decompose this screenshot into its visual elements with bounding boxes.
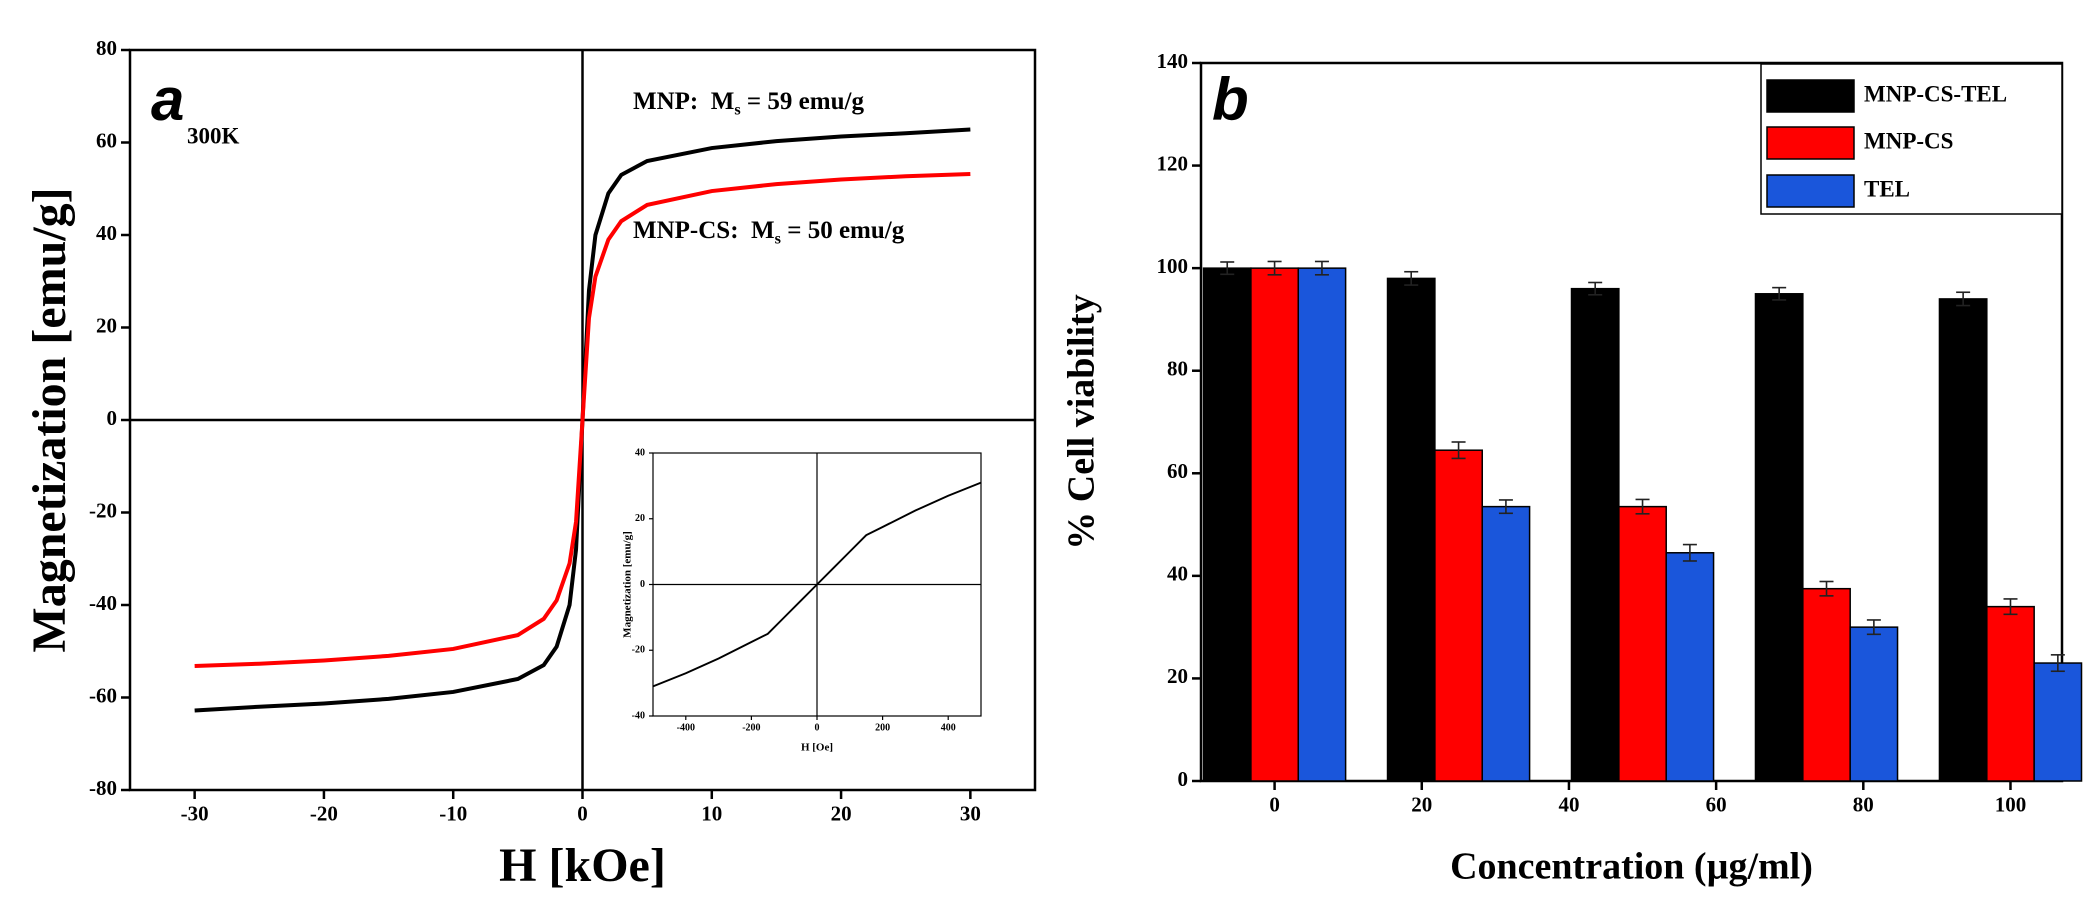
- bar: [1250, 267, 1300, 782]
- x-tick-label: -200: [742, 722, 760, 733]
- error-bar: [1588, 281, 1603, 296]
- y-tick-label: -20: [89, 498, 117, 522]
- panel-label: a: [151, 66, 184, 133]
- ms-label: MNP: Ms = 59 emu/g: [633, 88, 864, 119]
- y-tick-label: -20: [632, 645, 645, 656]
- x-tick-label: 10: [701, 802, 722, 826]
- error-bar: [1956, 291, 1971, 307]
- y-tick-label: 0: [1178, 767, 1189, 791]
- y-tick-label: 60: [1167, 459, 1188, 483]
- bar: [1481, 505, 1531, 782]
- error-bar: [1404, 270, 1419, 286]
- x-tick-label: 200: [875, 722, 890, 733]
- bar: [1570, 287, 1620, 782]
- error-bar: [1635, 498, 1650, 515]
- panel-label: b: [1212, 66, 1249, 133]
- y-tick-label: 20: [635, 513, 645, 524]
- legend-label: MNP-CS-TEL: [1864, 81, 2007, 106]
- x-tick-label: -20: [310, 802, 338, 826]
- x-tick-label: -400: [677, 722, 695, 733]
- y-tick-label: 120: [1157, 151, 1189, 175]
- bar: [1618, 505, 1667, 782]
- error-bar: [1498, 499, 1513, 515]
- x-tick-label: -10: [439, 802, 467, 826]
- error-bar: [2050, 654, 2065, 673]
- y-tick-label: 40: [635, 447, 645, 458]
- bar: [1754, 293, 1804, 782]
- bar: [1665, 552, 1715, 782]
- ms-label-part: MNP: M: [633, 88, 734, 115]
- error-bar: [1451, 441, 1466, 460]
- ms-label-part: s: [775, 229, 781, 247]
- error-bar: [1772, 286, 1787, 301]
- y-tick-label: 20: [96, 313, 117, 337]
- x-tick-label: 60: [1706, 793, 1727, 817]
- ms-label-part: = 59 emu/g: [741, 88, 865, 115]
- bar: [1434, 449, 1483, 782]
- y-axis-title: % Cell viability: [1061, 294, 1103, 549]
- y-tick-label: 20: [1167, 664, 1188, 688]
- legend-swatch: [1766, 126, 1855, 160]
- error-bar: [1267, 260, 1282, 276]
- ms-label-part: MNP-CS: M: [633, 217, 775, 244]
- error-bar: [1314, 260, 1329, 276]
- bar: [1986, 605, 2035, 782]
- y-tick-label: -80: [89, 776, 117, 800]
- y-tick-label: 0: [107, 406, 118, 430]
- x-tick-label: 40: [1558, 793, 1579, 817]
- x-tick-label: 20: [831, 802, 852, 826]
- legend-swatch: [1766, 174, 1855, 208]
- y-tick-label: -40: [632, 710, 645, 721]
- bar: [2033, 662, 2083, 782]
- legend-swatch: [1766, 79, 1855, 113]
- error-bar: [1866, 619, 1881, 636]
- x-tick-label: 0: [1269, 793, 1280, 817]
- y-axis-title: Magnetization [emu/g]: [23, 187, 76, 652]
- y-tick-label: 40: [1167, 562, 1188, 586]
- x-axis-title: H [Oe]: [801, 742, 833, 754]
- error-bar: [1220, 261, 1235, 276]
- bar: [1938, 298, 1988, 782]
- x-tick-label: 0: [577, 802, 588, 826]
- x-tick-label: -30: [181, 802, 209, 826]
- bar: [1297, 267, 1347, 782]
- error-bar: [1682, 543, 1697, 562]
- y-tick-label: -40: [89, 591, 117, 615]
- ms-label: MNP-CS: Ms = 50 emu/g: [633, 217, 905, 248]
- error-bar: [1819, 580, 1834, 597]
- x-tick-label: 400: [941, 722, 956, 733]
- y-tick-label: 140: [1157, 49, 1189, 73]
- y-tick-label: -60: [89, 683, 117, 707]
- ms-label-part: s: [734, 100, 740, 118]
- annotation: 300K: [187, 123, 240, 148]
- ms-label-part: = 50 emu/g: [781, 217, 905, 244]
- x-tick-label: 80: [1853, 793, 1874, 817]
- bar: [1386, 277, 1436, 782]
- y-tick-label: 40: [96, 221, 117, 245]
- line: [194, 171, 971, 669]
- x-tick-label: 0: [815, 722, 820, 733]
- y-tick-label: 80: [1167, 357, 1188, 381]
- x-tick-label: 20: [1411, 793, 1432, 817]
- error-bar: [2003, 598, 2018, 616]
- legend-label: MNP-CS: [1864, 128, 1953, 153]
- x-axis-title: Concentration (µg/ml): [1450, 846, 1813, 888]
- x-tick-label: 100: [1995, 793, 2027, 817]
- bar: [1802, 587, 1851, 782]
- y-tick-label: 80: [96, 36, 117, 60]
- y-tick-label: 60: [96, 128, 117, 152]
- y-tick-label: 100: [1157, 254, 1189, 278]
- legend-label: TEL: [1864, 176, 1910, 201]
- y-axis-title: Magnetization [emu/g]: [622, 531, 634, 638]
- x-tick-label: 30: [960, 802, 981, 826]
- x-axis-title: H [kOe]: [499, 839, 666, 892]
- bar: [1202, 267, 1252, 782]
- line: [652, 481, 982, 688]
- bar: [1849, 626, 1899, 782]
- y-tick-label: 0: [640, 579, 645, 590]
